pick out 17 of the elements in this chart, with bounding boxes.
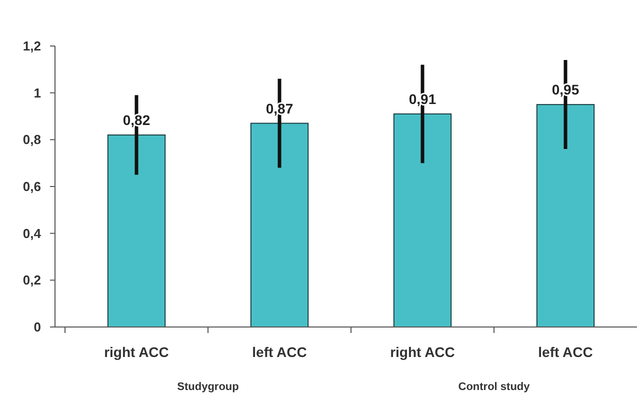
- bar: [107, 134, 166, 328]
- x-tick-label: right ACC: [104, 344, 169, 360]
- y-tick-label: 0,6: [22, 179, 41, 194]
- y-tick-label: 0,8: [22, 132, 41, 148]
- y-tick-label: 0,4: [22, 226, 42, 241]
- x-tick-label: left ACC: [252, 344, 307, 360]
- text: Control study: [458, 381, 531, 393]
- bar: [250, 122, 309, 328]
- bar: [536, 104, 595, 328]
- y-tick-label: 1,2: [22, 38, 41, 54]
- text: Studygroup: [177, 381, 240, 393]
- x-tick-label: left ACC: [538, 344, 593, 360]
- y-tick-label: 0: [34, 320, 41, 335]
- x-tick-label: right ACC: [390, 344, 455, 360]
- bar: [393, 113, 452, 328]
- y-tick-label: 0,2: [22, 272, 41, 288]
- y-tick-label: 1: [34, 85, 41, 100]
